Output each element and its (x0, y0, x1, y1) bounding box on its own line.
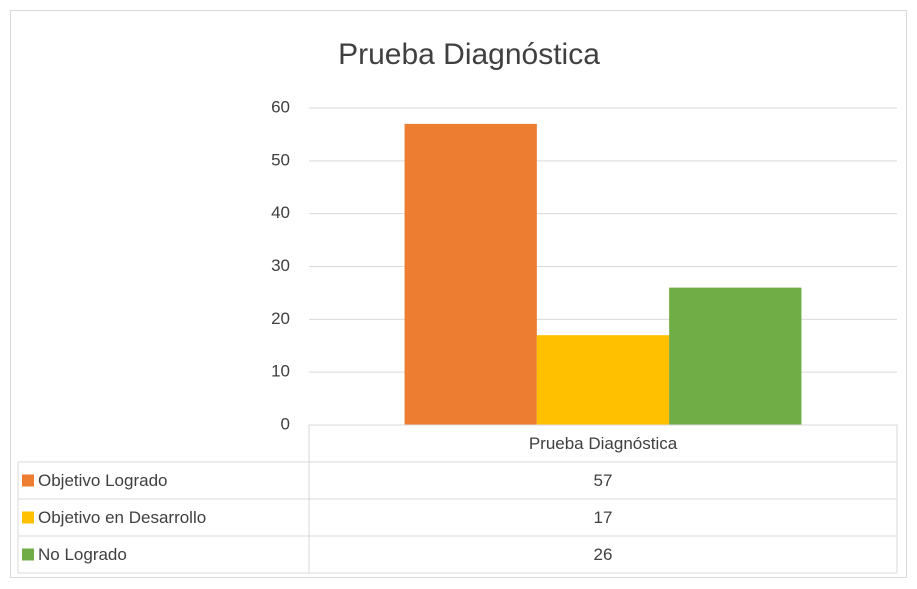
y-tick-label: 10 (271, 362, 290, 381)
bar (669, 287, 802, 425)
bar (536, 335, 670, 425)
legend-label: Objetivo en Desarrollo (38, 508, 206, 527)
table-value: 17 (594, 508, 613, 527)
table-value: 57 (594, 471, 613, 490)
legend-label: No Logrado (38, 545, 127, 564)
y-tick-label: 0 (281, 414, 290, 433)
y-tick-label: 40 (271, 203, 290, 222)
y-tick-label: 50 (271, 150, 290, 169)
legend-key (22, 474, 34, 487)
legend-key (22, 511, 34, 524)
y-tick-label: 20 (271, 309, 290, 328)
y-tick-label: 30 (271, 256, 290, 275)
table-value: 26 (594, 545, 613, 564)
legend-label: Objetivo Logrado (38, 471, 167, 490)
y-tick-label: 60 (271, 97, 290, 116)
bar (404, 123, 537, 425)
chart-title: Prueba Diagnóstica (338, 38, 600, 71)
legend-key (22, 548, 34, 561)
table-header: Prueba Diagnóstica (529, 434, 678, 453)
